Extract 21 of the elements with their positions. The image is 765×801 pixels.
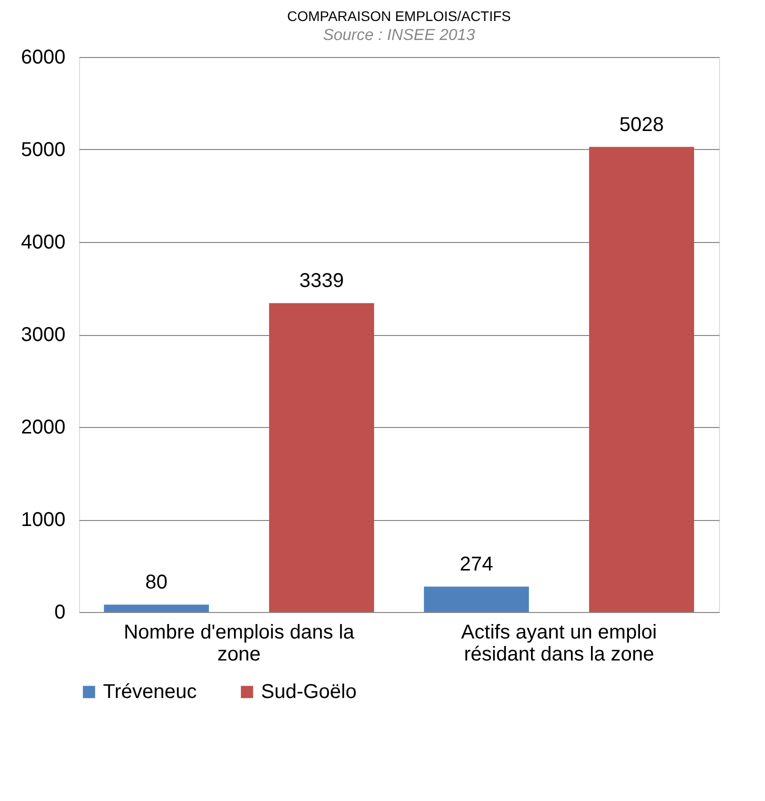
bar (424, 586, 529, 612)
y-tick-label: 0 (54, 602, 66, 624)
y-tick-label: 5000 (21, 139, 66, 161)
y-tick-label: 3000 (21, 324, 66, 346)
y-tick-label: 1000 (21, 509, 66, 531)
data-label: 5028 (619, 114, 664, 136)
chart-title: COMPARAISON EMPLOIS/ACTIFS (287, 8, 511, 24)
legend-label: Sud-Goëlo (261, 681, 357, 703)
bar (589, 146, 694, 612)
data-label: 274 (460, 554, 494, 576)
y-tick-label: 6000 (21, 46, 66, 68)
legend-label: Tréveneuc (103, 681, 197, 703)
bar (269, 303, 374, 612)
data-label: 3339 (299, 270, 344, 292)
x-tick-label: Actifs ayant un emploi résidant dans la zone (461, 622, 657, 666)
data-label: 80 (145, 572, 168, 594)
y-tick-label: 4000 (21, 232, 66, 254)
y-tick-label: 2000 (21, 416, 66, 438)
source-note: Source : INSEE 2013 (322, 27, 476, 44)
bar (104, 604, 209, 612)
x-tick-label: Nombre d'emplois dans la zone (124, 622, 356, 666)
